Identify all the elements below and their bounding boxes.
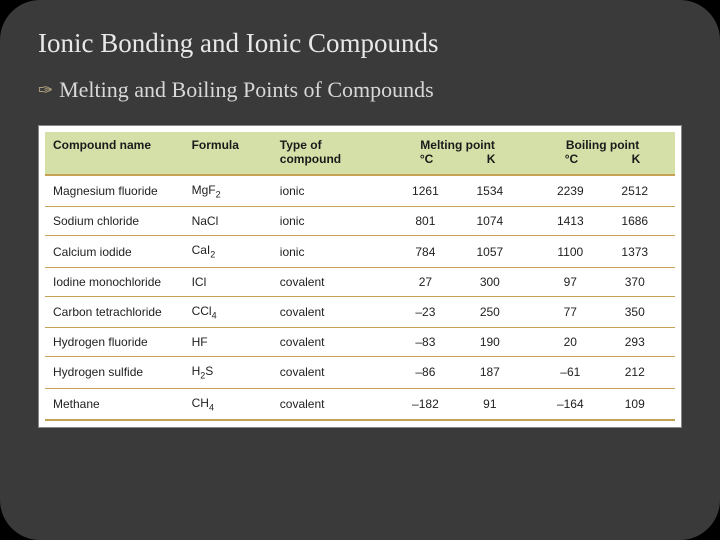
cell-mp: –86187 xyxy=(385,357,530,388)
cell-formula: CCl4 xyxy=(184,296,272,327)
cell-bp: –164109 xyxy=(530,388,675,420)
bullet-icon: ✑ xyxy=(38,80,53,101)
table-row: Iodine monochlorideIClcovalent2730097370 xyxy=(45,267,675,296)
table-row: Sodium chlorideNaClionic801107414131686 xyxy=(45,207,675,236)
table-row: Carbon tetrachlorideCCl4covalent–2325077… xyxy=(45,296,675,327)
cell-name: Hydrogen fluoride xyxy=(45,328,184,357)
table-row: Hydrogen fluorideHFcovalent–8319020293 xyxy=(45,328,675,357)
header-boiling-point: Boiling point °C K xyxy=(530,132,675,175)
subtitle-row: ✑ Melting and Boiling Points of Compound… xyxy=(38,77,682,103)
cell-mp: 27300 xyxy=(385,267,530,296)
cell-name: Magnesium fluoride xyxy=(45,175,184,207)
cell-mp: 12611534 xyxy=(385,175,530,207)
table-row: MethaneCH4covalent–18291–164109 xyxy=(45,388,675,420)
header-melting-point: Melting point °C K xyxy=(385,132,530,175)
cell-bp: 20293 xyxy=(530,328,675,357)
cell-mp: –23250 xyxy=(385,296,530,327)
cell-bp: 14131686 xyxy=(530,207,675,236)
cell-name: Sodium chloride xyxy=(45,207,184,236)
cell-type: covalent xyxy=(272,388,385,420)
cell-formula: NaCl xyxy=(184,207,272,236)
cell-formula: CaI2 xyxy=(184,236,272,267)
slide: Ionic Bonding and Ionic Compounds ✑ Melt… xyxy=(0,0,720,540)
cell-type: covalent xyxy=(272,296,385,327)
cell-formula: ICl xyxy=(184,267,272,296)
header-bp-k: K xyxy=(632,152,641,166)
slide-subtitle: Melting and Boiling Points of Compounds xyxy=(59,77,434,103)
table-row: Magnesium fluorideMgF2ionic1261153422392… xyxy=(45,175,675,207)
header-mp-k: K xyxy=(487,152,496,166)
cell-type: ionic xyxy=(272,236,385,267)
header-bp-label: Boiling point xyxy=(566,138,639,152)
cell-mp: –83190 xyxy=(385,328,530,357)
cell-bp: 77350 xyxy=(530,296,675,327)
cell-mp: 7841057 xyxy=(385,236,530,267)
header-formula: Formula xyxy=(184,132,272,175)
cell-mp: –18291 xyxy=(385,388,530,420)
cell-formula: H2S xyxy=(184,357,272,388)
table-header-row: Compound name Formula Type of compound M… xyxy=(45,132,675,175)
header-mp-c: °C xyxy=(420,152,433,166)
cell-type: ionic xyxy=(272,175,385,207)
cell-name: Hydrogen sulfide xyxy=(45,357,184,388)
cell-mp: 8011074 xyxy=(385,207,530,236)
cell-type: ionic xyxy=(272,207,385,236)
cell-formula: MgF2 xyxy=(184,175,272,207)
cell-formula: CH4 xyxy=(184,388,272,420)
cell-type: covalent xyxy=(272,357,385,388)
cell-bp: 22392512 xyxy=(530,175,675,207)
cell-name: Calcium iodide xyxy=(45,236,184,267)
cell-bp: 97370 xyxy=(530,267,675,296)
compounds-table: Compound name Formula Type of compound M… xyxy=(45,132,675,421)
table-body: Magnesium fluorideMgF2ionic1261153422392… xyxy=(45,175,675,420)
cell-type: covalent xyxy=(272,267,385,296)
cell-bp: 11001373 xyxy=(530,236,675,267)
cell-name: Iodine monochloride xyxy=(45,267,184,296)
table-row: Hydrogen sulfideH2Scovalent–86187–61212 xyxy=(45,357,675,388)
cell-name: Methane xyxy=(45,388,184,420)
cell-type: covalent xyxy=(272,328,385,357)
header-mp-label: Melting point xyxy=(420,138,495,152)
table-row: Calcium iodideCaI2ionic784105711001373 xyxy=(45,236,675,267)
table-container: Compound name Formula Type of compound M… xyxy=(38,125,682,428)
header-type: Type of compound xyxy=(272,132,385,175)
cell-name: Carbon tetrachloride xyxy=(45,296,184,327)
cell-bp: –61212 xyxy=(530,357,675,388)
header-name: Compound name xyxy=(45,132,184,175)
cell-formula: HF xyxy=(184,328,272,357)
slide-title: Ionic Bonding and Ionic Compounds xyxy=(38,28,682,59)
header-bp-c: °C xyxy=(565,152,578,166)
